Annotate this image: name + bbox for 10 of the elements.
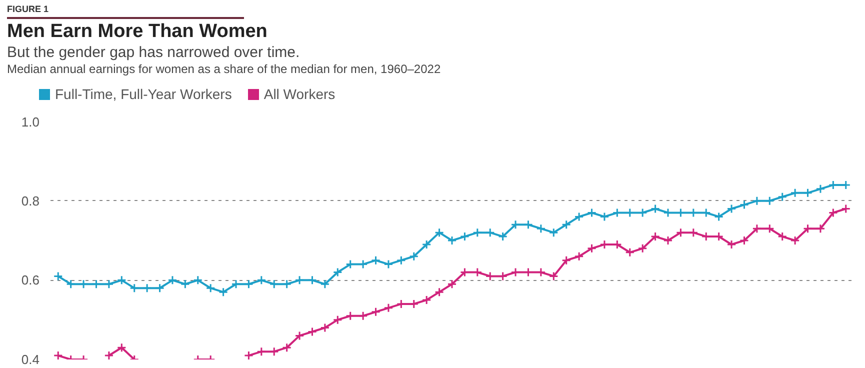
legend-label: Full-Time, Full-Year Workers xyxy=(55,86,232,102)
caption: FIGURE 1 xyxy=(7,4,244,19)
chart-title: Men Earn More Than Women xyxy=(7,20,268,44)
legend-label: All Workers xyxy=(264,86,336,102)
y-tick-label: 0.6 xyxy=(21,272,40,288)
y-tick-label: 1.0 xyxy=(21,114,40,130)
y-tick-label: 0.8 xyxy=(21,193,40,208)
y-tick-label: 0.4 xyxy=(21,352,40,367)
text: Median annual earnings for women as a share of the median for men, 1960–2022 xyxy=(7,62,441,76)
chart-subtitle: But the gender gap has narrowed over time. xyxy=(7,44,301,62)
